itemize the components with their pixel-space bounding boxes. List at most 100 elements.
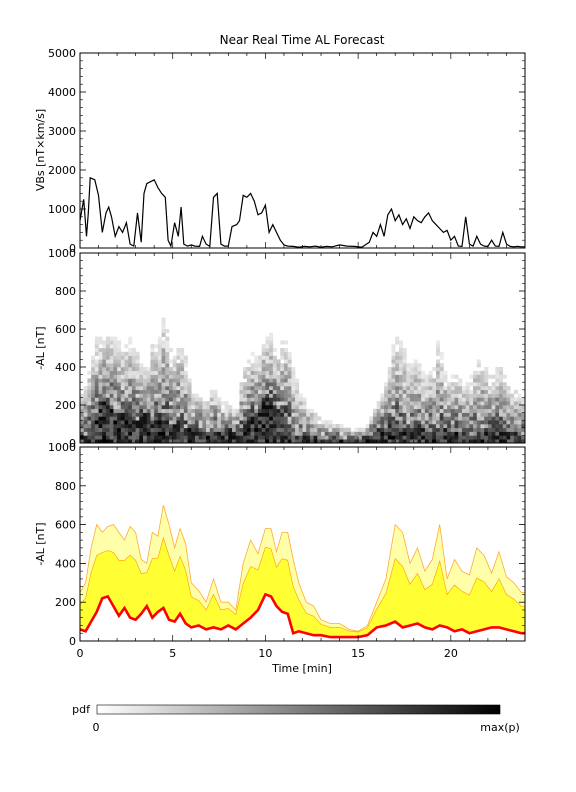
pdf-cell xyxy=(224,420,229,425)
pdf-cell xyxy=(428,424,433,429)
pdf-cell xyxy=(169,408,174,413)
pdf-cell xyxy=(91,408,96,413)
pdf-cell xyxy=(206,424,211,429)
pdf-cell xyxy=(217,431,222,436)
pdf-cell xyxy=(276,401,281,406)
pdf-cell xyxy=(295,397,300,402)
pdf-cell xyxy=(213,393,218,398)
pdf-cell xyxy=(139,431,144,436)
pdf-cell xyxy=(480,416,485,421)
pdf-cell xyxy=(450,389,455,394)
pdf-cell xyxy=(272,435,277,440)
pdf-cell xyxy=(105,355,110,360)
pdf-cell xyxy=(450,374,455,379)
pdf-cell xyxy=(146,367,151,372)
pdf-cell xyxy=(187,405,192,410)
pdf-cell xyxy=(124,401,129,406)
pdf-cell xyxy=(161,359,166,364)
pdf-cell xyxy=(206,431,211,436)
pdf-cell xyxy=(172,355,177,360)
pdf-cell xyxy=(413,408,418,413)
pdf-cell xyxy=(239,431,244,436)
pdf-cell xyxy=(250,424,255,429)
pdf-cell xyxy=(302,401,307,406)
pdf-cell xyxy=(161,439,166,444)
pdf-cell xyxy=(376,427,381,432)
pdf-cell xyxy=(487,389,492,394)
pdf-cell xyxy=(113,412,118,417)
pdf-cell xyxy=(480,378,485,383)
pdf-cell xyxy=(198,439,203,444)
pdf-cell xyxy=(295,439,300,444)
pdf-cell xyxy=(180,401,185,406)
pdf-cell xyxy=(458,420,463,425)
pdf-cell xyxy=(424,416,429,421)
pdf-cell xyxy=(220,408,225,413)
pdf-cell xyxy=(169,420,174,425)
pdf-cell xyxy=(283,408,288,413)
pdf-cell xyxy=(272,405,277,410)
pdf-cell xyxy=(372,408,377,413)
pdf-cell xyxy=(476,382,481,387)
pdf-cell xyxy=(191,435,196,440)
pdf-cell xyxy=(261,367,266,372)
pdf-cell xyxy=(465,397,470,402)
pdf-cell xyxy=(246,393,251,398)
pdf-cell xyxy=(350,431,355,436)
pdf-cell xyxy=(306,416,311,421)
pdf-cell xyxy=(143,397,148,402)
pdf-cell xyxy=(109,424,114,429)
pdf-cell xyxy=(395,405,400,410)
pdf-cell xyxy=(124,412,129,417)
pdf-cell xyxy=(421,420,426,425)
pdf-cell xyxy=(439,405,444,410)
pdf-cell xyxy=(161,329,166,334)
pdf-cell xyxy=(131,389,136,394)
pdf-cell xyxy=(117,393,122,398)
pdf-cell xyxy=(387,378,392,383)
pdf-cell xyxy=(150,405,155,410)
pdf-cell xyxy=(484,401,489,406)
pdf-cell xyxy=(161,408,166,413)
pdf-cell xyxy=(87,393,92,398)
pdf-cell xyxy=(395,363,400,368)
pdf-cell xyxy=(287,401,292,406)
pdf-cell xyxy=(265,344,270,349)
pdf-cell xyxy=(150,439,155,444)
pdf-cell xyxy=(413,389,418,394)
pdf-cell xyxy=(424,420,429,425)
pdf-cell xyxy=(484,378,489,383)
pdf-cell xyxy=(124,367,129,372)
pdf-cell xyxy=(246,367,251,372)
pdf-cell xyxy=(413,359,418,364)
pdf-cell xyxy=(258,363,263,368)
pdf-cell xyxy=(439,367,444,372)
pdf-cell xyxy=(165,427,170,432)
pdf-cell xyxy=(380,393,385,398)
pdf-cell xyxy=(176,351,181,356)
pdf-cell xyxy=(402,416,407,421)
pdf-cell xyxy=(521,439,526,444)
pdf-cell xyxy=(443,416,448,421)
pdf-cell xyxy=(261,416,266,421)
pdf-cell xyxy=(499,408,504,413)
pdf-cell xyxy=(232,416,237,421)
pdf-cell xyxy=(517,435,522,440)
pdf-cell xyxy=(161,382,166,387)
pdf-cell xyxy=(128,412,133,417)
pdf-cell xyxy=(428,435,433,440)
pdf-cell xyxy=(413,435,418,440)
pdf-cell xyxy=(146,431,151,436)
pdf-cell xyxy=(432,420,437,425)
pdf-cell xyxy=(91,435,96,440)
pdf-cell xyxy=(128,389,133,394)
pdf-cell xyxy=(413,367,418,372)
pdf-cell xyxy=(191,401,196,406)
pdf-cell xyxy=(194,416,199,421)
pdf-cell xyxy=(235,427,240,432)
pdf-cell xyxy=(287,427,292,432)
pdf-cell xyxy=(276,431,281,436)
pdf-cell xyxy=(491,397,496,402)
pdf-cell xyxy=(439,370,444,375)
pdf-cell xyxy=(157,435,162,440)
